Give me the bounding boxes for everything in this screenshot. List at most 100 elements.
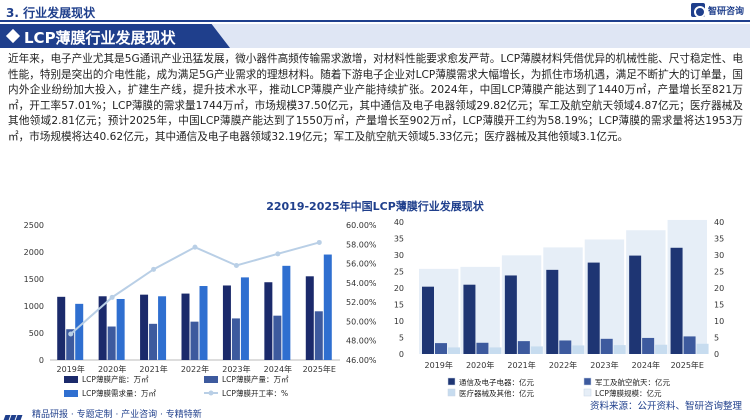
bar-communications — [629, 255, 642, 354]
y-tick-label: 15 — [394, 301, 404, 310]
x-tick-label: 2023年 — [222, 364, 250, 374]
y2-tick-label: 50.00% — [346, 317, 377, 326]
bar-medical — [613, 345, 626, 354]
y-tick-label: 10 — [394, 317, 404, 326]
bar-demand — [158, 296, 167, 360]
y2-tick-label: 52.00% — [346, 298, 377, 307]
bar-demand — [199, 286, 208, 360]
y2-tick-label: 54.00% — [346, 279, 377, 288]
bar-capacity — [181, 293, 190, 360]
bar-output — [66, 329, 75, 360]
x-tick-label: 2022年 — [549, 360, 577, 370]
y2-tick-label: 30 — [714, 251, 724, 260]
bar-demand — [282, 265, 291, 360]
bar-military — [642, 337, 655, 354]
x-tick-label: 2020年 — [98, 364, 126, 374]
chart-title: 22019-2025年中国LCP薄膜行业发展现状 — [266, 200, 484, 213]
x-tick-label: 2019年 — [425, 360, 453, 370]
bar-military — [517, 341, 530, 354]
y-tick-label: 35 — [394, 235, 404, 244]
legend-label: LCP薄膜产能：万㎡ — [82, 374, 149, 384]
utilization-point — [109, 294, 115, 300]
y-tick-label: 500 — [29, 329, 44, 338]
x-tick-label: 2021年 — [507, 360, 535, 370]
bar-medical — [530, 346, 543, 354]
y2-tick-label: 10 — [714, 317, 724, 326]
utilization-point — [233, 263, 239, 268]
y2-tick-label: 56.00% — [346, 260, 377, 269]
utilization-point — [316, 239, 322, 245]
bar-demand — [240, 277, 249, 360]
footer-stripes-icon — [2, 408, 26, 420]
bar-medical — [489, 347, 502, 354]
legend-label: 军工及航空航天：亿元 — [595, 377, 670, 387]
body-paragraph: 近年来，电子产业尤其是5G通讯产业迅猛发展，微小器件高频传输需求激增，对材料性能… — [8, 53, 743, 143]
legend-swatch-point — [208, 390, 214, 396]
bar-communications — [463, 284, 476, 354]
legend-swatch — [204, 376, 218, 383]
bar-medical — [696, 343, 709, 354]
bar-military — [683, 336, 696, 354]
x-tick-label: 2020年 — [466, 360, 494, 370]
y-tick-label: 0 — [39, 356, 44, 365]
y-tick-label: 40 — [394, 218, 404, 227]
source-note: 资料来源：公开资料、智研咨询整理 — [589, 401, 742, 412]
legend-label: 通信及电子电器：亿元 — [459, 377, 534, 387]
bar-capacity — [140, 294, 149, 360]
bar-communications — [422, 286, 434, 354]
y2-tick-label: 35 — [714, 235, 724, 244]
bar-demand — [116, 298, 125, 360]
legend-label: LCP薄膜需求量：万㎡ — [82, 388, 156, 398]
brand-logo: 智研咨询 — [690, 3, 744, 18]
bar-communications — [504, 275, 517, 354]
x-tick-label: 2019年 — [57, 364, 85, 374]
utilization-point — [192, 244, 198, 250]
bar-medical — [655, 344, 668, 354]
y2-tick-label: 0 — [714, 350, 719, 359]
utilization-point — [68, 331, 74, 337]
page-title: LCP薄膜行业发展现状 — [24, 29, 176, 47]
legend-swatch — [583, 377, 592, 386]
y2-tick-label: 5 — [714, 334, 719, 343]
legend-label: 医疗器械及其他：亿元 — [459, 388, 534, 398]
y-tick-label: 20 — [394, 284, 404, 293]
x-tick-label: 2022年 — [181, 364, 209, 374]
y-tick-label: 0 — [399, 350, 404, 359]
utilization-line — [70, 241, 320, 335]
y2-tick-label: 60.00% — [346, 221, 377, 230]
y-tick-label: 2500 — [24, 221, 44, 230]
bar-military — [559, 340, 572, 354]
bar-demand — [323, 254, 332, 360]
bar-military — [600, 338, 613, 354]
y-tick-label: 2000 — [24, 248, 44, 257]
x-tick-label: 2025年E — [303, 364, 336, 374]
brand-logo-icon — [690, 3, 706, 18]
brand-logo-text: 智研咨询 — [707, 6, 744, 17]
y-tick-label: 1000 — [24, 302, 44, 311]
x-tick-label: 2021年 — [139, 364, 167, 374]
y2-tick-label: 20 — [714, 284, 724, 293]
utilization-point — [275, 251, 281, 257]
legend-label: LCP薄膜产量：万㎡ — [222, 374, 289, 384]
top-divider — [0, 20, 750, 22]
legend-label: LCP薄膜规模：亿元 — [595, 388, 662, 398]
y-tick-label: 25 — [394, 268, 404, 277]
y2-tick-label: 25 — [714, 268, 724, 277]
bar-capacity — [57, 296, 66, 360]
legend-swatch — [64, 390, 78, 397]
y2-tick-label: 58.00% — [346, 240, 377, 249]
bar-output — [231, 318, 240, 360]
x-tick-label: 2024年 — [632, 360, 660, 370]
section-label: 3. 行业发展现状 — [6, 6, 96, 20]
legend-swatch — [64, 376, 78, 383]
legend-swatch — [447, 377, 456, 386]
footer-text: 精品研报 · 专题定制 · 产业咨询 · 专精特新 — [32, 410, 202, 420]
utilization-point — [151, 266, 157, 272]
bar-output — [190, 321, 199, 360]
legend-swatch — [583, 388, 592, 397]
y-tick-label: 5 — [399, 334, 404, 343]
bar-military — [435, 343, 447, 354]
x-tick-label: 2024年 — [264, 364, 292, 374]
bar-medical — [572, 345, 585, 354]
